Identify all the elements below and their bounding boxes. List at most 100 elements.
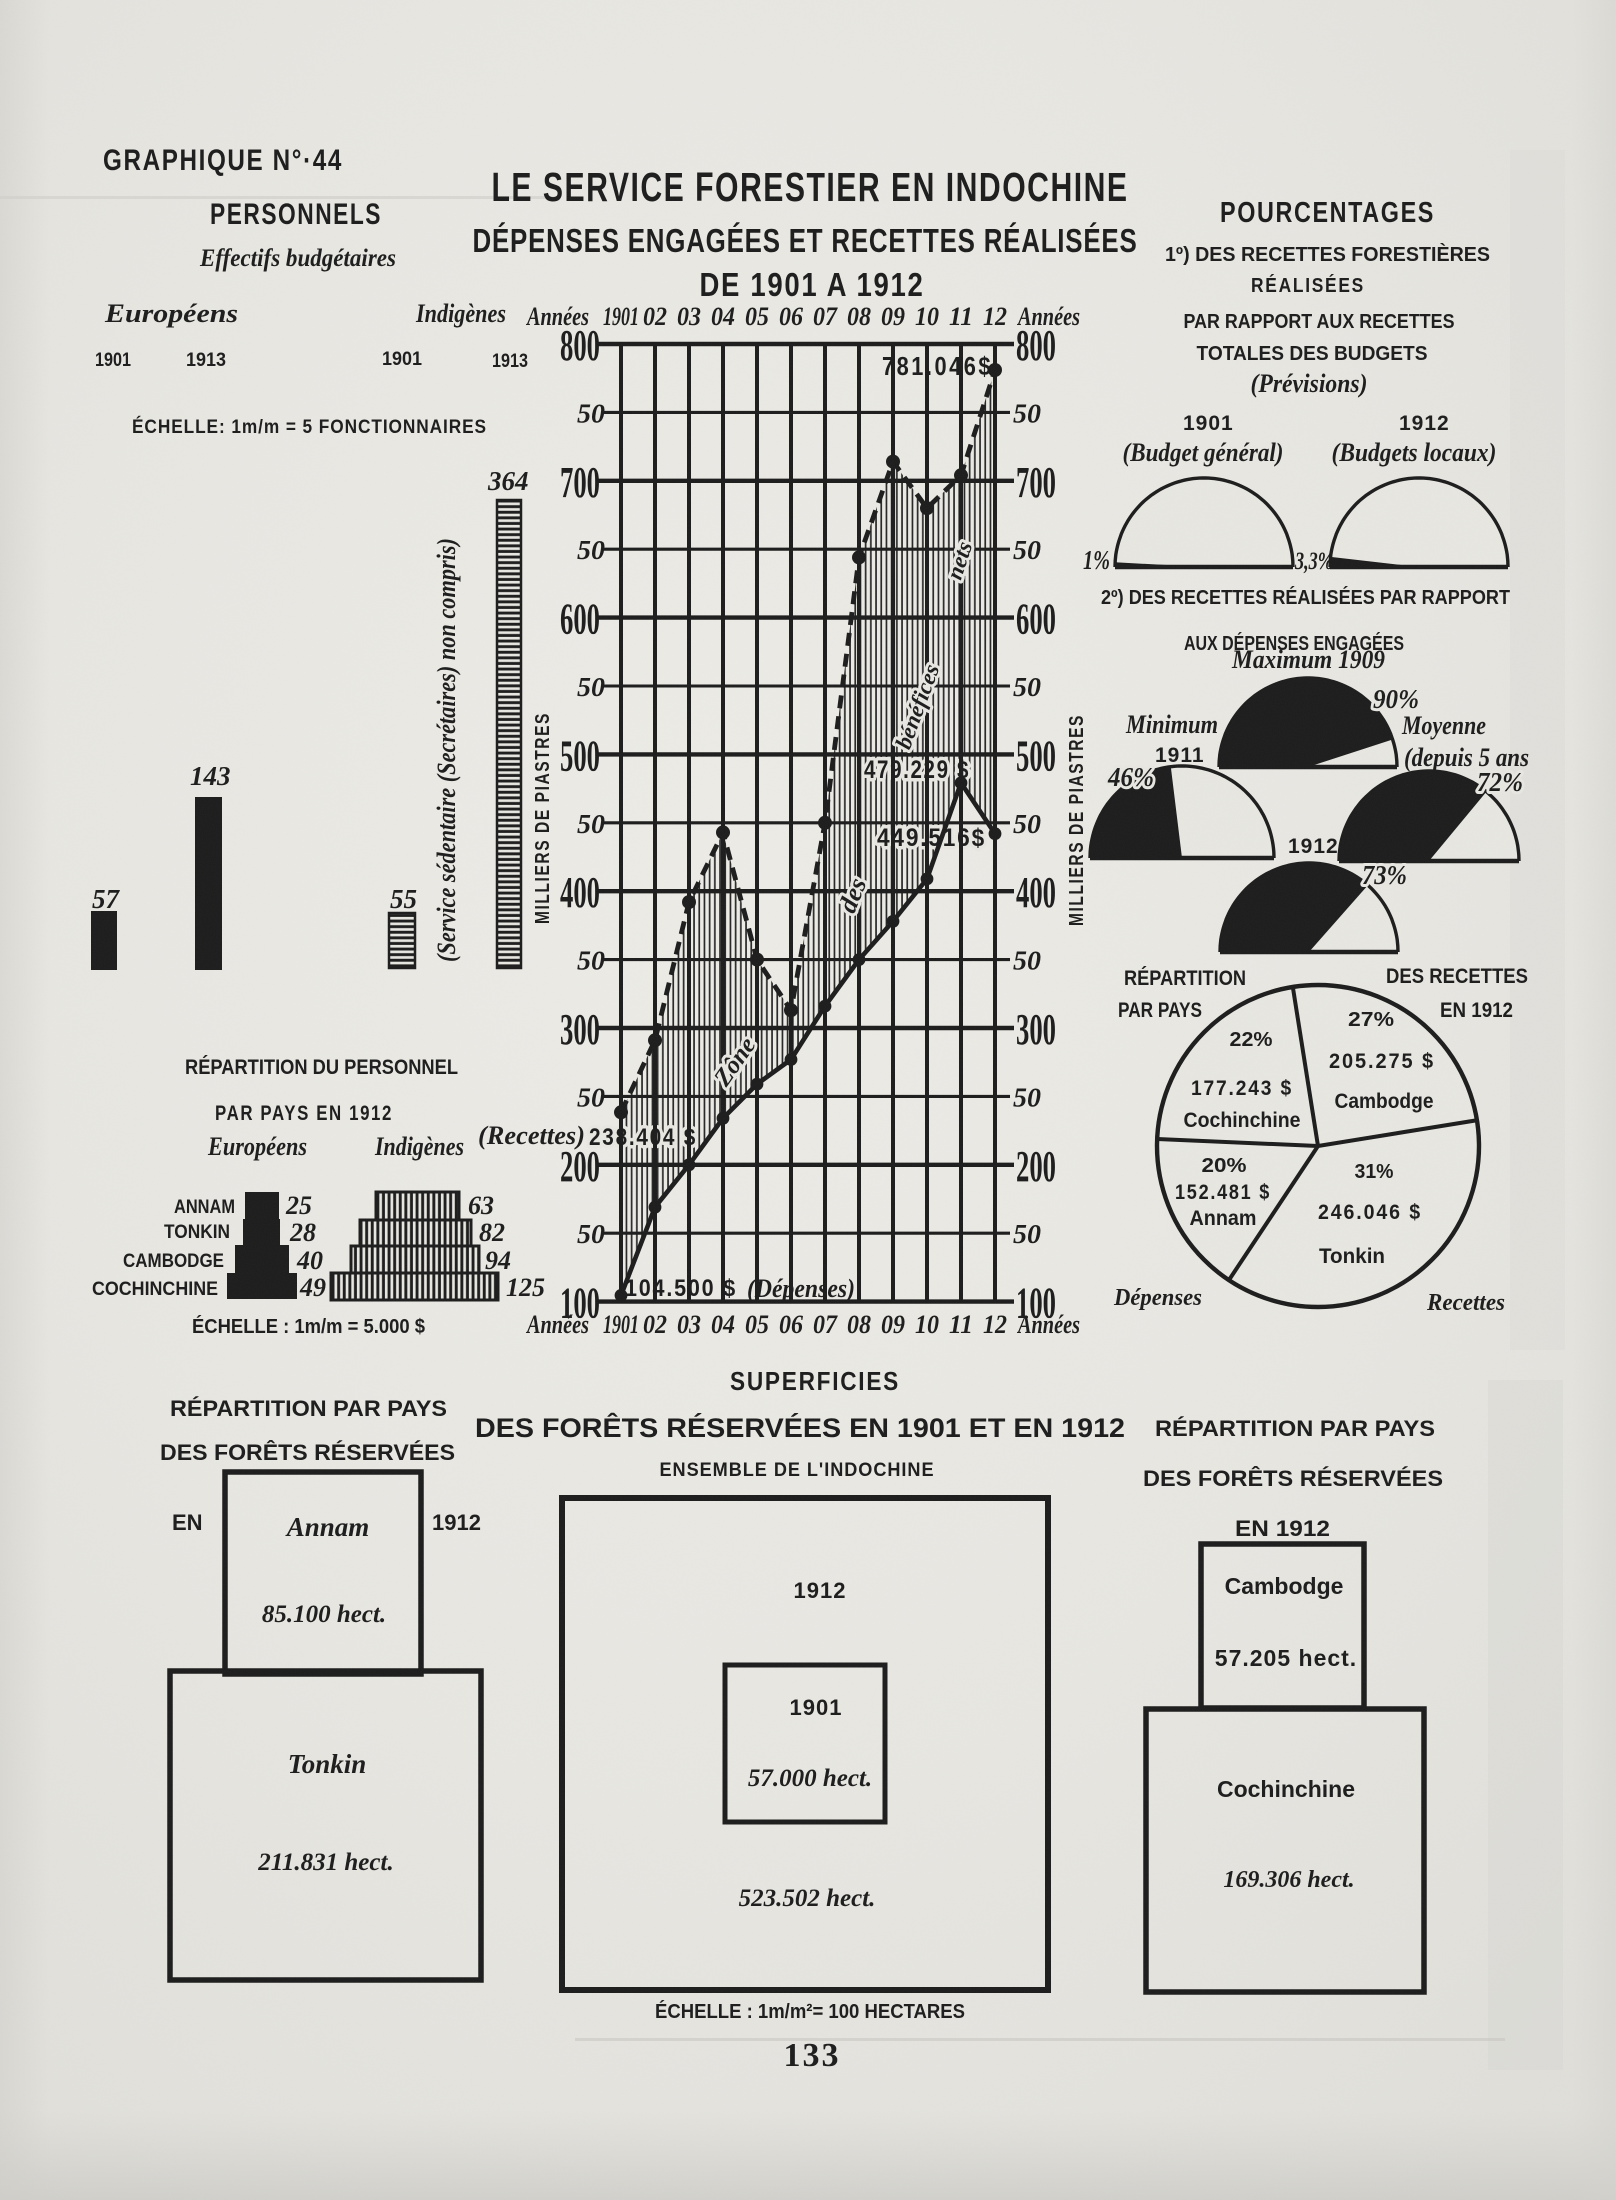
svg-text:RÉALISÉES: RÉALISÉES [1251,274,1365,297]
svg-text:2º) DES RECETTES RÉALISÉES PAR: 2º) DES RECETTES RÉALISÉES PAR RAPPORT [1101,586,1510,609]
svg-text:TONKIN: TONKIN [164,1222,230,1243]
svg-text:50: 50 [577,398,606,428]
svg-text:246.046 $: 246.046 $ [1318,1201,1422,1224]
svg-text:DE 1901 A 1912: DE 1901 A 1912 [700,266,925,303]
svg-text:05: 05 [745,1310,769,1339]
svg-text:11: 11 [949,1310,973,1339]
svg-text:300: 300 [1016,1005,1056,1054]
svg-text:Indigènes: Indigènes [374,1132,464,1161]
svg-text:08: 08 [847,302,871,331]
svg-text:50: 50 [1013,535,1042,565]
svg-text:Tonkin: Tonkin [288,1749,367,1779]
svg-text:50: 50 [577,672,606,702]
svg-text:09: 09 [881,302,905,331]
svg-text:57: 57 [92,884,121,914]
svg-text:Cochinchine: Cochinchine [1184,1109,1301,1132]
svg-text:06: 06 [779,1310,803,1339]
svg-text:50: 50 [1013,672,1042,702]
svg-text:50: 50 [577,946,606,976]
svg-text:EN: EN [172,1510,203,1535]
svg-text:27%: 27% [1348,1009,1394,1031]
svg-text:07: 07 [813,1310,838,1339]
svg-text:781.046$: 781.046$ [882,351,993,381]
svg-text:1901: 1901 [790,1695,843,1720]
svg-text:(Service sédentaire (Secrétair: (Service sédentaire (Secrétaires) non co… [432,538,461,962]
svg-text:ANNAM: ANNAM [174,1197,235,1218]
svg-text:500: 500 [1016,731,1056,780]
svg-text:Annam: Annam [285,1512,370,1542]
svg-text:Années: Années [525,1310,589,1339]
svg-text:ÉCHELLE : 1m/m = 5.000 $: ÉCHELLE : 1m/m = 5.000 $ [192,1315,425,1338]
svg-text:40: 40 [296,1246,323,1275]
svg-text:25: 25 [285,1191,312,1220]
svg-text:177.243 $: 177.243 $ [1191,1077,1293,1100]
svg-text:PAR PAYS EN 1912: PAR PAYS EN 1912 [215,1102,393,1125]
svg-text:EN 1912: EN 1912 [1440,999,1513,1022]
svg-text:57.205 hect.: 57.205 hect. [1215,1645,1357,1671]
svg-text:Cochinchine: Cochinchine [1217,1776,1355,1802]
svg-text:211.831 hect.: 211.831 hect. [257,1849,393,1876]
svg-text:POURCENTAGES: POURCENTAGES [1220,197,1435,229]
svg-text:04: 04 [711,1310,735,1339]
svg-text:125: 125 [506,1273,545,1302]
svg-text:Effectifs budgétaires: Effectifs budgétaires [199,245,396,272]
svg-text:SUPERFICIES: SUPERFICIES [730,1366,900,1396]
svg-text:12: 12 [983,302,1007,331]
svg-text:Maximum 1909: Maximum 1909 [1231,645,1385,674]
svg-text:500: 500 [560,731,600,780]
svg-text:PAR PAYS: PAR PAYS [1118,999,1202,1022]
svg-text:Moyenne: Moyenne [1401,711,1486,740]
svg-text:1º) DES RECETTES FORESTIÈRES: 1º) DES RECETTES FORESTIÈRES [1165,243,1490,266]
svg-text:(Prévisions): (Prévisions) [1251,369,1368,398]
svg-text:Années: Années [525,302,589,331]
svg-text:800: 800 [560,321,600,370]
svg-text:10: 10 [915,302,939,331]
svg-text:1901: 1901 [1183,412,1234,435]
svg-text:DES FORÊTS RÉSERVÉES: DES FORÊTS RÉSERVÉES [160,1440,455,1465]
svg-text:ÉCHELLE: 1m/m = 5 FONCTIONNAIR: ÉCHELLE: 1m/m = 5 FONCTIONNAIRES [132,416,487,438]
svg-text:Cambodge: Cambodge [1225,1573,1344,1599]
svg-text:238.404 $: 238.404 $ [589,1124,697,1151]
svg-text:Dépenses: Dépenses [1113,1285,1202,1311]
svg-text:(Budget général): (Budget général) [1123,438,1284,467]
svg-text:73%: 73% [1362,860,1407,890]
svg-text:Indigènes: Indigènes [415,299,506,328]
svg-text:Années: Années [1016,302,1080,331]
svg-text:12: 12 [983,1310,1007,1339]
svg-text:200: 200 [1016,1142,1056,1191]
svg-text:PAR RAPPORT AUX RECETTES: PAR RAPPORT AUX RECETTES [1184,311,1455,333]
svg-text:09: 09 [881,1310,905,1339]
svg-text:(Dépenses): (Dépenses) [747,1274,855,1303]
svg-text:50: 50 [1013,1082,1042,1112]
svg-text:50: 50 [577,809,606,839]
svg-text:50: 50 [1013,1219,1042,1249]
svg-text:CAMBODGE: CAMBODGE [123,1251,224,1272]
svg-text:Cambodge: Cambodge [1335,1090,1434,1113]
svg-text:50: 50 [1013,398,1042,428]
svg-text:50: 50 [577,1082,606,1112]
svg-text:1912: 1912 [1288,835,1339,858]
svg-text:49: 49 [299,1273,326,1302]
svg-text:300: 300 [560,1005,600,1054]
svg-text:50: 50 [577,535,606,565]
svg-text:143: 143 [190,761,231,791]
svg-text:205.275 $: 205.275 $ [1329,1050,1435,1073]
svg-text:3,3%: 3,3% [1294,548,1333,575]
svg-text:1911: 1911 [1155,744,1205,767]
svg-text:MILLIERS DE PIASTRES: MILLIERS DE PIASTRES [1066,714,1088,926]
svg-text:55: 55 [390,884,417,914]
svg-text:RÉPARTITION DU PERSONNEL: RÉPARTITION DU PERSONNEL [185,1056,458,1079]
svg-text:94: 94 [485,1246,511,1275]
svg-text:07: 07 [813,302,838,331]
svg-text:200: 200 [560,1142,600,1191]
svg-text:169.306 hect.: 169.306 hect. [1223,1867,1354,1893]
svg-text:RÉPARTITION: RÉPARTITION [1124,967,1246,990]
svg-text:11: 11 [949,302,973,331]
svg-text:AUX DÉPENSES ENGAGÉES: AUX DÉPENSES ENGAGÉES [1184,632,1404,655]
svg-text:LE SERVICE FORESTIER EN INDOCH: LE SERVICE FORESTIER EN INDOCHINE [492,164,1129,210]
svg-text:90%: 90% [1373,684,1419,714]
svg-text:50: 50 [1013,946,1042,976]
svg-text:1901: 1901 [603,302,639,331]
svg-text:03: 03 [677,1310,701,1339]
svg-text:04: 04 [711,302,735,331]
